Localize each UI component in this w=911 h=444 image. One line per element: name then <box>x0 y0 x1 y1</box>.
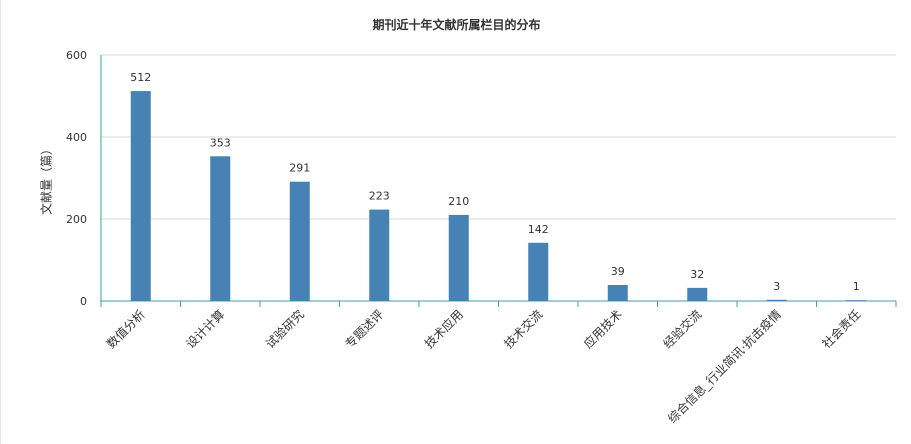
x-category-label: 技术应用 <box>421 307 466 352</box>
data-label: 291 <box>289 162 310 175</box>
y-tick-label: 400 <box>66 131 87 144</box>
x-category-label: 技术交流 <box>501 307 546 352</box>
bar <box>448 214 469 301</box>
data-label: 210 <box>448 195 469 208</box>
x-category-label: 经验交流 <box>660 307 705 352</box>
x-category-label: 试验研究 <box>262 307 307 352</box>
x-category-label: 设计计算 <box>183 307 228 352</box>
x-category-label: 应用技术 <box>580 307 625 352</box>
data-label: 3 <box>773 280 780 293</box>
bar <box>369 209 390 301</box>
data-label: 1 <box>853 280 860 293</box>
data-label: 32 <box>690 268 704 281</box>
data-label: 512 <box>130 71 151 84</box>
data-label: 223 <box>369 190 390 203</box>
x-category-label: 社会责任 <box>819 307 864 352</box>
chart-title: 期刊近十年文献所属栏目的分布 <box>372 18 541 32</box>
x-category-label: 数值分析 <box>103 307 148 352</box>
bar <box>766 299 787 301</box>
bar <box>528 242 549 301</box>
bar <box>210 156 231 301</box>
bar <box>130 91 151 301</box>
bar <box>289 181 310 301</box>
y-tick-label: 0 <box>80 295 87 308</box>
bar <box>846 300 867 301</box>
data-label: 39 <box>611 265 625 278</box>
bar <box>687 287 708 301</box>
y-tick-label: 600 <box>66 49 87 62</box>
bar <box>607 285 628 301</box>
data-label: 353 <box>210 136 231 149</box>
y-tick-label: 200 <box>66 213 87 226</box>
x-category-label: 专题述评 <box>342 307 387 352</box>
data-label: 142 <box>528 223 549 236</box>
